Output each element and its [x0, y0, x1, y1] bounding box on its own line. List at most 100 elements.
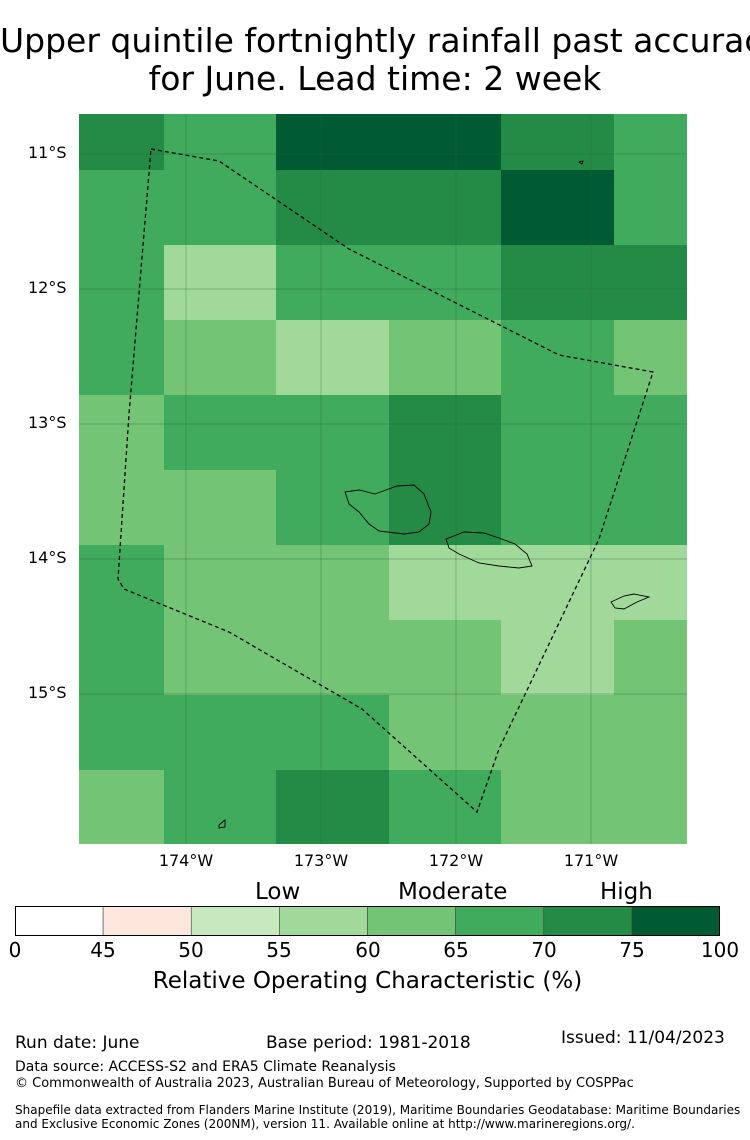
grid-cell	[389, 245, 501, 320]
colorbar-tick-50: 50	[178, 938, 204, 962]
grid-cell	[276, 620, 389, 695]
map-panel	[79, 114, 687, 844]
colorbar-tick-45: 45	[90, 938, 116, 962]
grid-cell	[164, 395, 276, 470]
grid-cell	[276, 695, 389, 770]
lon-label-174: 174°W	[158, 851, 214, 870]
grid-cell	[389, 170, 501, 245]
grid-cell	[276, 114, 389, 170]
lat-label-13: 13°S	[28, 413, 67, 432]
grid-cell	[389, 114, 501, 170]
title-line-2: for June. Lead time: 2 week	[148, 59, 602, 98]
grid-cell	[614, 114, 687, 170]
colorbar-tick-65: 65	[443, 938, 469, 962]
data-source: Data source: ACCESS-S2 and ERA5 Climate …	[15, 1059, 396, 1075]
grid-cell	[276, 320, 389, 395]
grid-cell	[164, 114, 276, 170]
colorbar-segment	[631, 906, 720, 936]
grid-cell	[501, 245, 614, 320]
grid-cell	[501, 395, 614, 470]
colorbar-segment	[190, 906, 280, 936]
lat-label-15: 15°S	[28, 683, 67, 702]
colorbar-category-high: High	[600, 879, 653, 905]
grid-cell	[501, 470, 614, 545]
title-line-1: Upper quintile fortnightly rainfall past…	[0, 22, 750, 60]
grid-cell	[389, 695, 501, 770]
grid-cell	[276, 245, 389, 320]
colorbar-segment	[279, 906, 368, 936]
lat-label-14: 14°S	[28, 548, 67, 567]
grid-cell	[164, 470, 276, 545]
grid-cell	[276, 170, 389, 245]
grid-cell	[501, 620, 614, 695]
colorbar-tick-60: 60	[355, 938, 381, 962]
colorbar-title: Relative Operating Characteristic (%)	[152, 968, 583, 994]
lat-label-11: 11°S	[28, 143, 67, 162]
grid-cell	[79, 320, 164, 395]
lat-label-12: 12°S	[28, 278, 67, 297]
grid-cell	[276, 770, 389, 844]
savaii-island	[344, 484, 432, 535]
small-island-south	[218, 819, 226, 829]
run-date: Run date: June	[15, 1033, 140, 1053]
grid-cell	[79, 245, 164, 320]
lon-label-171: 171°W	[563, 851, 619, 870]
grid-cell	[79, 470, 164, 545]
colorbar-segment	[102, 906, 192, 936]
grid-cell	[276, 470, 389, 545]
grid-cell	[79, 114, 164, 170]
colorbar-category-low: Low	[255, 879, 301, 905]
grid-cell	[501, 170, 614, 245]
colorbar-segment	[543, 906, 633, 936]
grid-cell	[164, 170, 276, 245]
copyright: © Commonwealth of Australia 2023, Austra…	[15, 1076, 634, 1091]
colorbar-tick-0: 0	[8, 938, 22, 962]
grid-cell	[276, 395, 389, 470]
colorbar	[15, 906, 720, 936]
grid-cell	[389, 770, 501, 844]
grid-cell	[79, 620, 164, 695]
tutuila-island	[610, 593, 651, 610]
small-island-north	[577, 160, 584, 165]
lon-label-173: 173°W	[293, 851, 349, 870]
grid-cell	[389, 320, 501, 395]
grid-cell	[389, 545, 501, 620]
grid-cell	[614, 170, 687, 245]
colorbar-tick-75: 75	[619, 938, 645, 962]
issued-date: Issued: 11/04/2023	[561, 1028, 725, 1048]
grid-cell	[501, 695, 614, 770]
grid-cell	[164, 770, 276, 844]
grid-cell	[164, 545, 276, 620]
graticule	[79, 114, 687, 844]
upolu-island	[445, 531, 533, 569]
grid-cell	[79, 395, 164, 470]
grid-cell	[164, 245, 276, 320]
colorbar-frame	[15, 906, 720, 936]
grid-cell	[614, 695, 687, 770]
grid-cells	[79, 114, 687, 844]
colorbar-tick-70: 70	[531, 938, 557, 962]
grid-cell	[614, 320, 687, 395]
lon-label-172: 172°W	[428, 851, 484, 870]
grid-cell	[79, 695, 164, 770]
grid-cell	[389, 395, 501, 470]
colorbar-segment	[455, 906, 545, 936]
grid-cell	[614, 470, 687, 545]
grid-cell	[276, 545, 389, 620]
grid-cell	[614, 770, 687, 844]
grid-cell	[164, 320, 276, 395]
shapefile-credit-line-1: Shapefile data extracted from Flanders M…	[15, 1103, 741, 1117]
grid-cell	[501, 770, 614, 844]
grid-cell	[79, 170, 164, 245]
colorbar-segment	[15, 906, 104, 936]
grid-cell	[164, 620, 276, 695]
grid-cell	[389, 620, 501, 695]
grid-cell	[614, 245, 687, 320]
shapefile-credit-line-2: and Exclusive Economic Zones (200NM), ve…	[15, 1117, 635, 1131]
colorbar-category-moderate: Moderate	[398, 879, 508, 905]
grid-cell	[79, 770, 164, 844]
grid-cell	[164, 695, 276, 770]
map-title: Upper quintile fortnightly rainfall past…	[0, 22, 750, 98]
colorbar-tick-55: 55	[266, 938, 292, 962]
base-period: Base period: 1981-2018	[266, 1033, 471, 1053]
